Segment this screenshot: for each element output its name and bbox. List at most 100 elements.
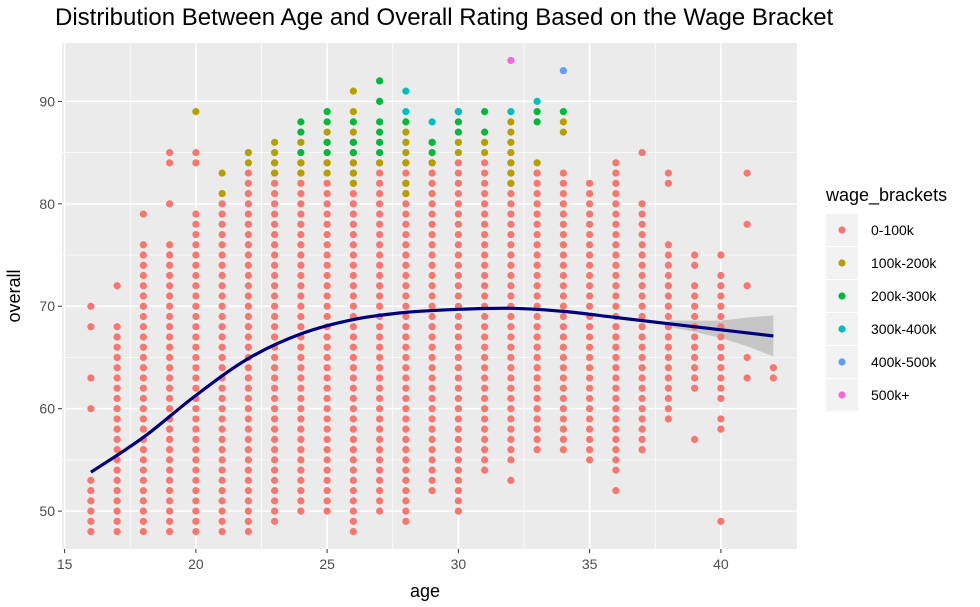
data-point (454, 271, 462, 280)
data-point (113, 466, 121, 474)
data-point (166, 271, 174, 280)
data-point (218, 364, 226, 372)
data-point (428, 466, 436, 474)
data-point (507, 384, 515, 392)
y-tick-label: 90 (39, 93, 55, 109)
data-point (349, 271, 357, 280)
data-point (481, 394, 489, 403)
data-point (533, 312, 541, 321)
data-point (139, 282, 147, 290)
data-point (533, 230, 541, 239)
data-point (166, 312, 174, 321)
data-point (323, 425, 331, 433)
data-point (559, 179, 567, 187)
data-point (271, 292, 279, 300)
data-point (271, 200, 279, 208)
data-point (323, 108, 331, 116)
data-point (533, 210, 541, 218)
data-point (218, 261, 226, 269)
data-point (507, 323, 515, 331)
data-point (113, 487, 121, 495)
data-point (402, 159, 410, 167)
data-point (612, 384, 620, 392)
data-point (507, 108, 515, 116)
data-point (323, 353, 331, 362)
data-point (612, 282, 620, 290)
data-point (166, 517, 174, 525)
data-point (218, 251, 226, 259)
data-point (586, 405, 594, 413)
data-point (507, 230, 515, 239)
data-point (612, 323, 620, 331)
data-point (244, 374, 252, 382)
data-point (428, 487, 436, 495)
data-point (192, 415, 200, 423)
data-point (586, 364, 594, 372)
data-point (533, 220, 541, 228)
data-point (428, 251, 436, 259)
data-point (349, 507, 357, 515)
data-point (244, 230, 252, 239)
data-point (349, 138, 357, 146)
data-point (244, 159, 252, 167)
data-point (428, 230, 436, 239)
data-point (323, 189, 331, 198)
data-point (481, 353, 489, 362)
trend-line (89, 306, 774, 474)
data-point (113, 282, 121, 290)
data-point (376, 189, 384, 198)
legend-marker (838, 259, 846, 267)
data-point (271, 220, 279, 228)
data-point (349, 159, 357, 167)
data-point (559, 169, 567, 177)
data-point (376, 476, 384, 484)
data-point (139, 527, 147, 536)
data-point (218, 302, 226, 310)
data-point (664, 405, 672, 413)
data-point (271, 517, 279, 525)
data-point (402, 261, 410, 269)
data-point (297, 179, 305, 187)
data-point (481, 435, 489, 444)
data-point (533, 405, 541, 413)
data-point (218, 353, 226, 362)
data-point (166, 241, 174, 249)
data-point (507, 189, 515, 198)
data-point (166, 405, 174, 413)
data-point (323, 302, 331, 310)
data-point (559, 241, 567, 249)
data-point (402, 364, 410, 372)
data-point (297, 466, 305, 474)
data-point (323, 374, 331, 382)
data-point (87, 323, 95, 331)
data-point (139, 507, 147, 515)
legend-marker (838, 292, 846, 300)
data-point (533, 169, 541, 177)
data-point (717, 271, 725, 280)
data-point (428, 374, 436, 382)
data-point (87, 507, 95, 515)
data-point (454, 169, 462, 177)
data-point (664, 282, 672, 290)
data-point (271, 251, 279, 259)
data-point (166, 384, 174, 392)
data-point (297, 210, 305, 218)
data-point (507, 374, 515, 382)
data-point (507, 56, 515, 65)
data-point (376, 507, 384, 515)
data-point (402, 302, 410, 310)
data-point (454, 364, 462, 372)
data-point (323, 179, 331, 187)
data-point (638, 302, 646, 310)
data-point (349, 230, 357, 239)
data-point (454, 333, 462, 341)
data-point (612, 374, 620, 382)
data-point (638, 405, 646, 413)
data-point (376, 333, 384, 341)
data-point (481, 200, 489, 208)
data-point (428, 241, 436, 249)
data-point (533, 241, 541, 249)
data-point (428, 394, 436, 403)
data-point (218, 220, 226, 228)
data-point (664, 241, 672, 249)
